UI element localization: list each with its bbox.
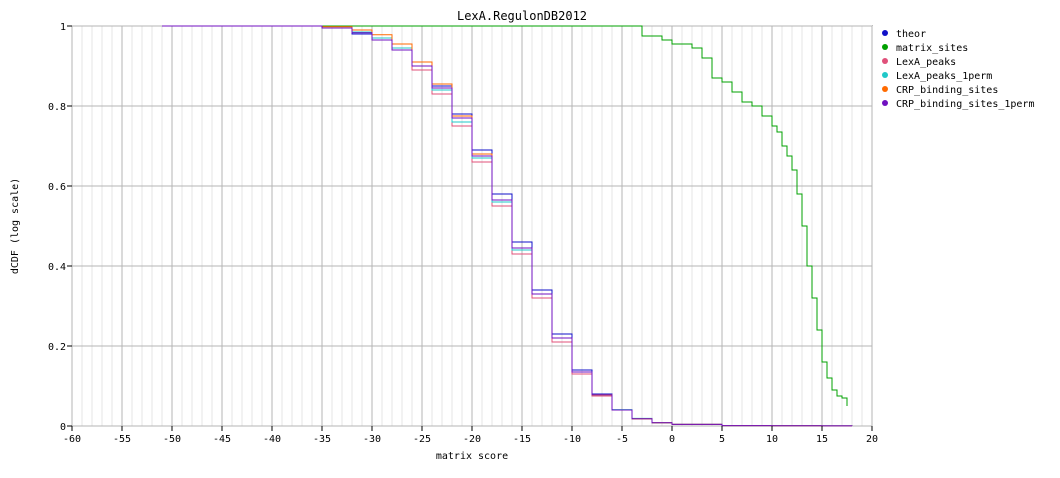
x-tick-label: -60: [63, 434, 81, 445]
legend-marker-matrix_sites: [882, 44, 888, 50]
legend: theor matrix_sites LexA_peaks LexA_peaks_1p…: [882, 29, 1034, 110]
legend-label-CRP_binding_sites_1perm: CRP_binding_sites_1perm: [896, 99, 1034, 110]
legend-label-LexA_peaks: LexA_peaks: [896, 57, 956, 68]
x-tick-label: -55: [113, 434, 131, 445]
legend-label-LexA_peaks_1perm: LexA_peaks_1perm: [896, 71, 992, 82]
x-tick-label: -5: [616, 434, 628, 445]
x-tick-label: -35: [313, 434, 331, 445]
x-tick-label: 0: [669, 434, 675, 445]
y-tick-label: 0.4: [48, 262, 66, 273]
x-tick-label: 15: [816, 434, 828, 445]
legend-marker-LexA_peaks: [882, 58, 888, 64]
x-axis-label: matrix score: [436, 451, 508, 462]
y-axis-ticks: 0 0.2 0.4 0.6 0.8 1: [48, 22, 72, 433]
series-layer: [162, 25, 853, 427]
minor-grid: [81, 26, 863, 426]
legend-marker-CRP_binding_sites: [882, 86, 888, 92]
x-tick-label: 20: [866, 434, 878, 445]
series-line-matrix_sites: [162, 25, 848, 406]
y-tick-label: 1: [60, 22, 66, 33]
x-tick-label: -10: [563, 434, 581, 445]
legend-label-matrix_sites: matrix_sites: [896, 43, 968, 54]
x-tick-label: -50: [163, 434, 181, 445]
legend-marker-CRP_binding_sites_1perm: [882, 100, 888, 106]
x-axis-ticks: -60 -55 -50 -45 -40 -35 -30 -25 -20 -15 -10 -5 0 5 10 1…: [63, 426, 878, 445]
series-line-CRP_binding_sites_1perm: [162, 25, 853, 427]
x-tick-label: -15: [513, 434, 531, 445]
x-tick-label: 10: [766, 434, 778, 445]
legend-label-CRP_binding_sites: CRP_binding_sites: [896, 85, 998, 96]
chart-title: LexA.RegulonDB2012: [457, 9, 587, 23]
x-tick-label: -45: [213, 434, 231, 445]
legend-marker-LexA_peaks_1perm: [882, 72, 888, 78]
x-tick-label: -20: [463, 434, 481, 445]
y-tick-label: 0.6: [48, 182, 66, 193]
x-tick-label: 5: [719, 434, 725, 445]
y-tick-label: 0.2: [48, 342, 66, 353]
y-tick-label: 0: [60, 422, 66, 433]
x-tick-label: -25: [413, 434, 431, 445]
x-tick-label: -40: [263, 434, 281, 445]
y-axis-label: dCDF (log scale): [10, 178, 21, 274]
legend-label-theor: theor: [896, 29, 926, 40]
y-tick-label: 0.8: [48, 102, 66, 113]
x-tick-label: -30: [363, 434, 381, 445]
legend-marker-theor: [882, 30, 888, 36]
